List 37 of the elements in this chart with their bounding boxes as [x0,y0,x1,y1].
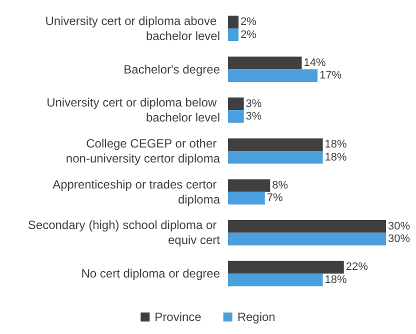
data-label: 30% [388,233,410,246]
bar [228,274,323,286]
bar [228,16,239,28]
bar [228,179,270,192]
y-tick-label: Bachelor's degree [124,62,220,76]
bar [228,28,239,42]
data-label: 18% [324,151,348,164]
bar [228,69,318,82]
bar [228,110,244,123]
y-tick-label: University cert or diploma below bachelor level [46,96,220,125]
data-label: 3% [246,98,262,110]
y-tick-label: University cert or diploma above bachelor level [45,14,220,43]
data-label: 2% [240,16,257,28]
data-label: 14% [304,56,326,69]
data-label: 2% [240,28,257,41]
bar [228,232,386,246]
bar [228,56,302,70]
data-label: 3% [246,110,262,122]
bar [228,260,344,274]
legend-label: Province [154,310,202,324]
y-tick-label: Apprenticeship or trades certor diploma [52,177,220,206]
data-label: 22% [346,261,368,274]
bar [228,151,323,164]
y-tick-label: No cert diploma or degree [81,266,220,281]
data-label: 18% [324,274,348,286]
data-label: 17% [320,70,342,82]
y-tick-label: Secondary (high) school diploma or equiv cert [28,218,221,248]
bar [228,192,265,205]
bar [228,97,244,110]
data-label: 8% [272,180,288,192]
data-label: 7% [266,192,283,204]
bar [228,138,323,151]
data-label: 18% [324,138,348,151]
data-label: 30% [388,220,410,232]
bar [228,220,386,233]
legend-label: Region [237,310,276,324]
y-tick-label: College CEGEP or other non-university certor diploma [66,136,220,166]
